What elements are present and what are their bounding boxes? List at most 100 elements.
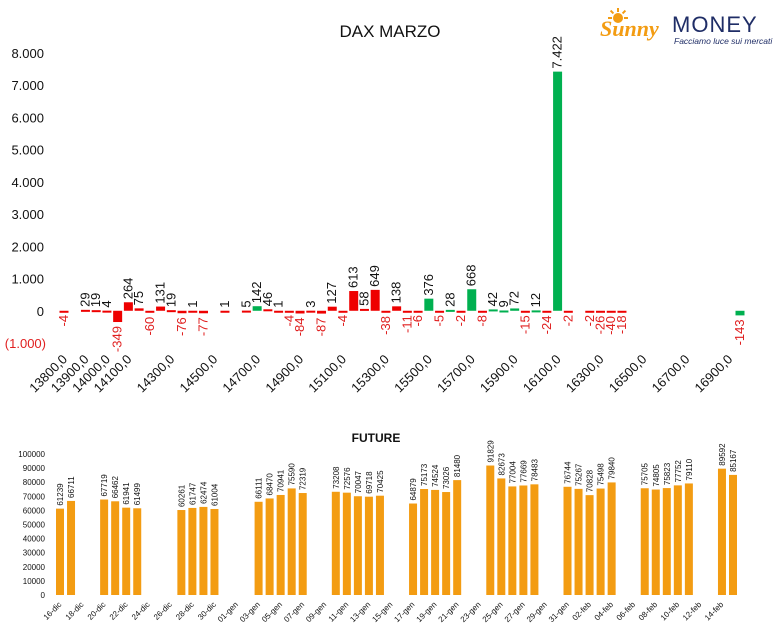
data-label: 19	[88, 293, 103, 307]
bar	[585, 310, 595, 313]
data-label: 5	[238, 300, 253, 307]
data-label: 131	[153, 282, 168, 304]
data-label: -60	[142, 317, 157, 336]
data-label: 7.422	[550, 36, 565, 69]
bar	[563, 310, 573, 313]
x-axis: 16-dic 18-dic 20-dic 22-dic 24-dic 26-dic 28-d…	[42, 600, 726, 624]
y-tick-label: 6.000	[11, 110, 44, 125]
bar	[563, 486, 572, 595]
bar	[409, 503, 418, 595]
data-label: 75823	[663, 462, 672, 485]
data-label: -5	[432, 315, 447, 327]
y-tick-label: 8.000	[11, 46, 44, 61]
bar	[499, 310, 509, 313]
y-tick-label: 2.000	[11, 239, 44, 254]
data-label: 649	[367, 265, 382, 287]
bar	[353, 496, 362, 595]
chart-title: FUTURE	[352, 431, 401, 445]
bar	[338, 310, 348, 313]
data-label: 12	[528, 293, 543, 307]
data-label: -6	[410, 315, 425, 327]
data-label: 668	[464, 265, 479, 287]
y-tick-label: 30000	[23, 549, 46, 558]
y-tick-label: 4.000	[11, 175, 44, 190]
data-label: 29	[77, 292, 92, 306]
data-label: 64879	[409, 478, 418, 501]
bar	[370, 289, 380, 311]
bar	[284, 310, 294, 313]
data-label: 127	[324, 282, 339, 304]
x-tick-label: 30-dic	[196, 600, 218, 622]
y-tick-label: 20000	[23, 563, 46, 572]
bar	[467, 289, 477, 311]
bar	[596, 488, 605, 595]
y-tick-label: 60000	[23, 506, 46, 515]
data-label: 77669	[519, 460, 528, 483]
y-tick-label: 1.000	[11, 272, 44, 287]
x-tick-label: 15700,0	[434, 352, 478, 396]
y-tick-label: 40000	[23, 535, 46, 544]
bar	[729, 474, 737, 595]
bar	[673, 485, 682, 595]
data-label: -8	[474, 315, 489, 327]
bar	[431, 489, 440, 595]
bar	[100, 499, 109, 595]
data-label: -18	[614, 315, 629, 334]
x-tick-label: 15-gen	[370, 600, 394, 624]
bar	[717, 468, 726, 595]
data-label: 66111	[255, 477, 264, 499]
bar	[199, 506, 208, 595]
x-tick-label: 15900,0	[477, 352, 521, 396]
bar	[177, 510, 186, 595]
x-tick-label: 16500,0	[606, 352, 650, 396]
bar	[520, 310, 530, 313]
data-label: 61004	[210, 483, 219, 506]
future-chart: FUTURE 100000900008000070000600005000040…	[18, 431, 738, 624]
data-label: 376	[421, 274, 436, 296]
y-axis: 8.000 7.000 6.000 5.000 4.000 3.000 2.000 1.000…	[5, 46, 46, 351]
bar-series	[56, 465, 737, 595]
data-label: 61239	[56, 483, 65, 506]
x-tick-label: 04-feb	[593, 600, 616, 623]
bar	[531, 310, 541, 313]
data-label: 74524	[431, 464, 440, 487]
bar	[574, 488, 583, 595]
bar	[67, 500, 76, 595]
x-tick-label: 19-gen	[415, 600, 439, 624]
bar	[276, 494, 285, 595]
bar	[220, 310, 230, 313]
data-label: 76744	[564, 461, 573, 484]
bar	[177, 310, 187, 314]
bar	[435, 310, 445, 313]
data-label: 75498	[597, 463, 606, 486]
data-label: -40	[603, 316, 618, 335]
y-tick-label: 80000	[23, 478, 46, 487]
bar	[166, 310, 176, 313]
x-tick-label: 01-gen	[216, 600, 240, 624]
bar	[265, 498, 274, 595]
x-tick-label: 09-gen	[304, 600, 328, 624]
data-label: -143	[732, 319, 747, 345]
bar	[510, 308, 520, 311]
brand-logo: Sunny MONEY Facciamo luce sui mercati	[600, 6, 776, 46]
x-tick-label: 29-gen	[525, 600, 549, 624]
y-tick-label: 3.000	[11, 207, 44, 222]
x-tick-label: 10-feb	[659, 600, 682, 623]
x-tick-label: 05-gen	[260, 600, 284, 624]
y-tick-label: 5.000	[11, 143, 44, 158]
data-label: -87	[314, 318, 329, 337]
data-label: -349	[110, 326, 125, 352]
y-tick-label: 90000	[23, 464, 46, 473]
data-label: 68470	[266, 473, 275, 496]
bar	[662, 488, 671, 595]
bar	[113, 310, 123, 323]
data-label: 70047	[354, 470, 363, 493]
data-label: -15	[517, 315, 532, 334]
y-tick-label: 50000	[23, 521, 46, 530]
bar	[508, 486, 517, 595]
data-label: 79840	[608, 457, 617, 480]
data-label: -4	[335, 315, 350, 327]
data-label: 75705	[641, 462, 650, 485]
bar	[402, 310, 412, 313]
